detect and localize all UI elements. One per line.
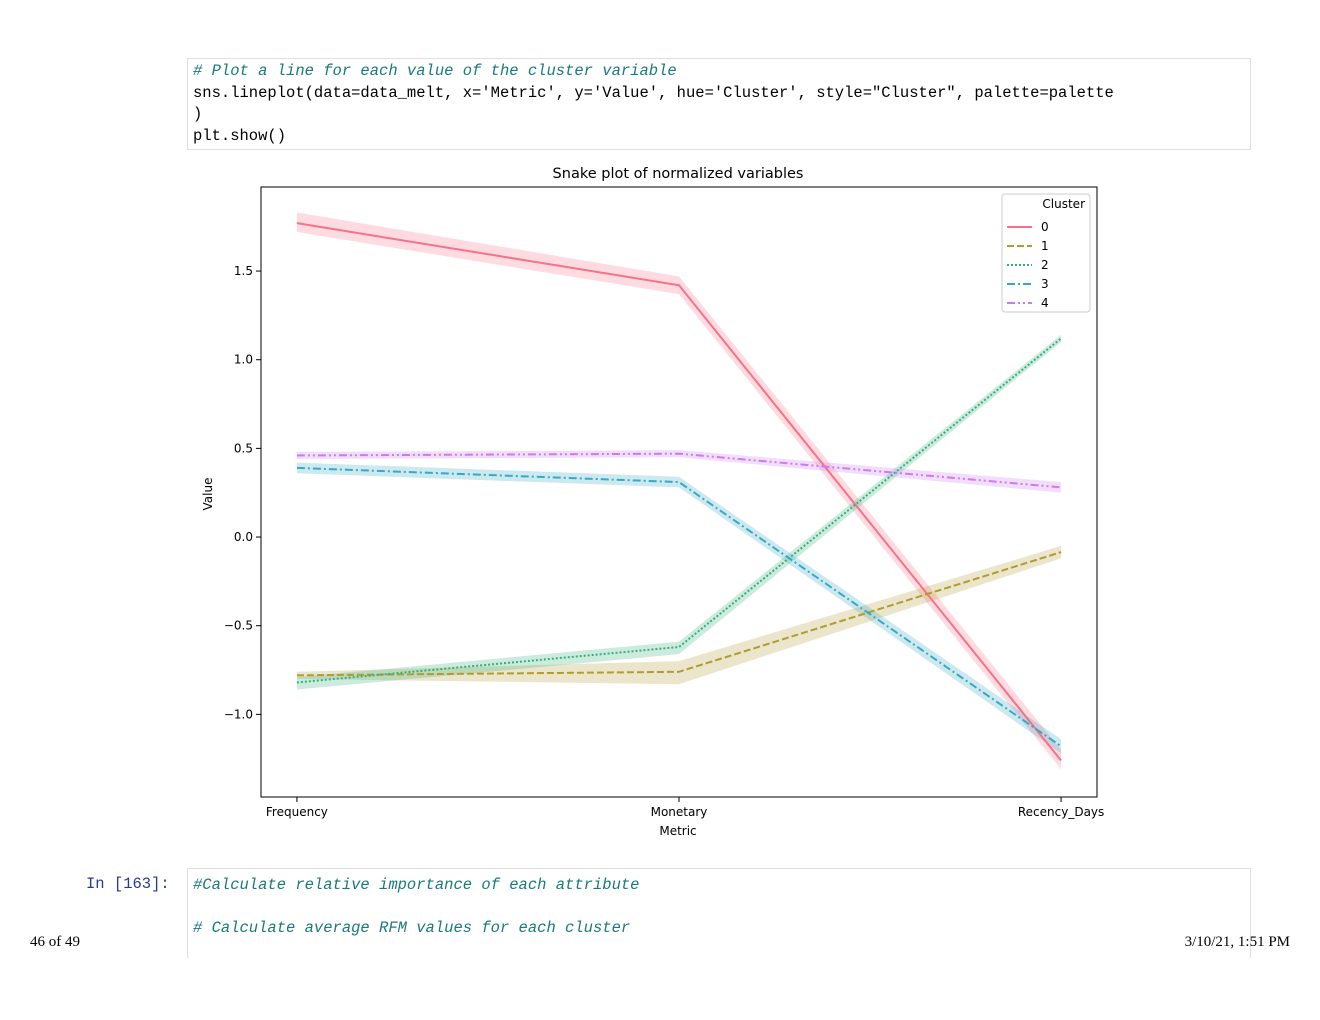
y-tick-label: 1.0 — [234, 353, 253, 367]
code-line: sns.lineplot(data=data_melt, x='Metric',… — [193, 83, 1114, 102]
plot-frame — [260, 186, 1098, 798]
code-line — [188, 897, 1250, 919]
code-line: #Calculate relative importance of each a… — [193, 876, 640, 894]
legend-box — [1001, 193, 1091, 313]
legend-label: 2 — [1041, 258, 1049, 272]
confidence-band — [296, 212, 1062, 770]
timestamp: 3/10/21, 1:51 PM — [1184, 934, 1290, 950]
chart: Snake plot of normalized variables Metri… — [201, 166, 1104, 838]
code-line: plt.show() — [193, 126, 287, 145]
confidence-band — [296, 545, 1062, 685]
series-line — [296, 337, 1062, 684]
legend-label: 0 — [1041, 220, 1049, 234]
page-number: 46 of 49 — [30, 934, 80, 950]
code-cell: # Plot a line for each value of the clus… — [187, 58, 1251, 150]
x-axis-label: Metric — [659, 824, 696, 838]
y-tick-label: −1.0 — [224, 707, 253, 721]
series-line — [296, 452, 1062, 489]
legend: Cluster 0 1 2 3 4 — [1001, 193, 1091, 313]
y-axis-label: Value — [201, 478, 215, 511]
chart-title: Snake plot of normalized variables — [553, 166, 804, 182]
legend-label: 3 — [1041, 277, 1049, 291]
code-cell: #Calculate relative importance of each a… — [187, 868, 1251, 958]
legend-label: 1 — [1041, 239, 1049, 253]
series-line — [296, 222, 1062, 762]
cell-prompt: In [163]: — [86, 875, 170, 893]
code-line: ) — [193, 105, 203, 123]
confidence-band — [296, 450, 1062, 493]
x-tick-label: Recency_Days — [1018, 805, 1104, 819]
series-line — [296, 551, 1062, 677]
y-tick-label: 0.0 — [234, 530, 253, 544]
x-tick-label: Monetary — [651, 805, 708, 819]
code-line: # Plot a line for each value of the clus… — [193, 62, 677, 80]
legend-label: 4 — [1041, 296, 1049, 310]
series-line — [296, 466, 1062, 748]
y-tick-label: 1.5 — [234, 264, 253, 278]
legend-title: Cluster — [1042, 197, 1085, 211]
y-tick-label: −0.5 — [224, 619, 253, 633]
confidence-band — [296, 334, 1062, 690]
y-tick-label: 0.5 — [234, 441, 253, 455]
x-tick-label: Frequency — [266, 805, 328, 819]
code-line: # Calculate average RFM values for each … — [193, 919, 631, 937]
